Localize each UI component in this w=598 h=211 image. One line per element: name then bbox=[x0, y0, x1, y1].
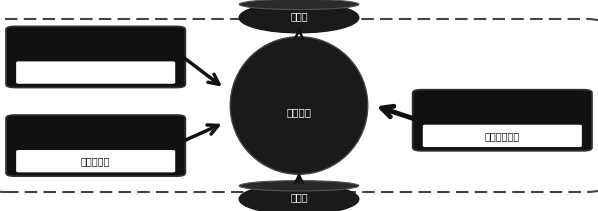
Text: 重组菌: 重组菌 bbox=[290, 192, 308, 202]
Ellipse shape bbox=[239, 0, 359, 9]
FancyBboxPatch shape bbox=[413, 90, 592, 151]
Text: 合成的抗原: 合成的抗原 bbox=[81, 156, 111, 166]
Ellipse shape bbox=[239, 181, 359, 191]
FancyBboxPatch shape bbox=[6, 115, 185, 176]
Ellipse shape bbox=[230, 37, 368, 174]
Ellipse shape bbox=[239, 2, 359, 33]
Text: 糖转移酶基因: 糖转移酶基因 bbox=[485, 131, 520, 141]
FancyBboxPatch shape bbox=[16, 61, 175, 84]
Text: 遗传分析: 遗传分析 bbox=[286, 107, 312, 117]
FancyBboxPatch shape bbox=[423, 125, 582, 147]
FancyBboxPatch shape bbox=[6, 26, 185, 88]
FancyBboxPatch shape bbox=[16, 150, 175, 172]
FancyBboxPatch shape bbox=[0, 19, 598, 192]
Ellipse shape bbox=[239, 184, 359, 211]
Text: 底盘菌: 底盘菌 bbox=[290, 11, 308, 21]
